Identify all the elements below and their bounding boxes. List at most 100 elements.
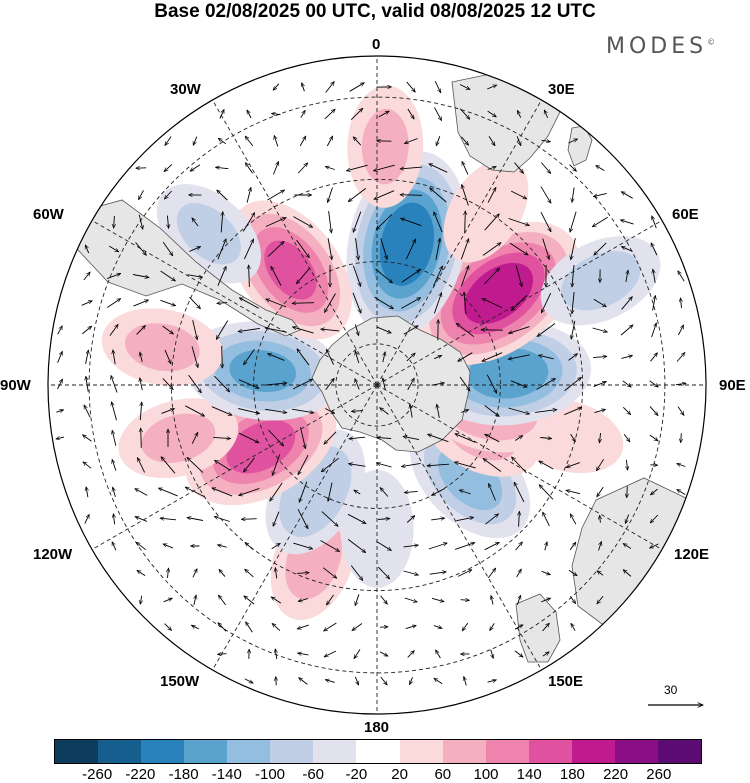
wind-vector [489, 484, 496, 501]
wind-vector [568, 569, 577, 575]
wind-vector [622, 406, 630, 414]
wind-vector [325, 378, 335, 390]
wind-vector [491, 596, 493, 605]
wind-vector [572, 187, 575, 203]
wind-vector [160, 299, 175, 305]
wind-vector [437, 404, 440, 418]
wind-vector [297, 454, 309, 475]
wind-vector [161, 409, 175, 414]
wind-vector [622, 380, 631, 387]
wind-vector [321, 511, 338, 527]
wind-vectors [56, 81, 686, 685]
wind-vector [299, 136, 307, 147]
wind-vector [649, 406, 658, 415]
wind-vector [677, 464, 686, 467]
wind-vector [401, 218, 422, 227]
wind-vector [328, 211, 332, 233]
wind-vector [83, 462, 92, 469]
legend-swatch [227, 740, 271, 763]
wind-vector [566, 490, 581, 495]
wind-vector [113, 350, 116, 365]
wind-vector [488, 135, 495, 146]
wind-vector [218, 623, 227, 632]
label-lon-120w: 120W [33, 546, 73, 563]
graticule [48, 56, 706, 714]
wind-vector [217, 239, 226, 260]
map-boundary [47, 55, 707, 715]
wind-vector [621, 246, 633, 252]
wind-vector [540, 438, 551, 439]
wind-vector [677, 325, 685, 336]
anomaly-contour [443, 158, 529, 263]
wind-vector [598, 542, 602, 551]
wind-vector [621, 297, 633, 310]
wind-vector [509, 242, 528, 255]
wind-vector [325, 82, 335, 93]
wind-vector [245, 136, 254, 147]
wind-vector [194, 595, 196, 606]
wind-vector [265, 383, 287, 386]
wind-vector [459, 108, 470, 120]
wind-vector [349, 83, 365, 92]
meridian-line [212, 384, 378, 671]
wind-vector [380, 488, 389, 497]
wind-vector [681, 298, 682, 309]
wind-vector [406, 353, 415, 362]
wind-vector [537, 323, 556, 337]
wind-vector [352, 623, 363, 631]
wind-vector [222, 345, 223, 368]
wind-vector [434, 107, 442, 120]
wind-vector [245, 542, 254, 550]
wind-vector [484, 268, 499, 285]
wind-vector [508, 354, 530, 359]
wind-vector [433, 266, 443, 287]
wind-vector [214, 460, 230, 471]
wind-vector [454, 462, 476, 469]
legend-tick-label: 100 [473, 766, 499, 783]
wind-vector [56, 437, 65, 439]
wind-vector [487, 680, 497, 682]
wind-vector [462, 622, 469, 631]
wind-vector [187, 274, 203, 278]
wind-vector [545, 542, 547, 551]
wind-vector [540, 292, 552, 313]
wind-vector [570, 433, 576, 442]
wind-vector [272, 113, 281, 114]
wind-vector [514, 436, 523, 441]
wind-vector [596, 166, 605, 171]
wind-vector [377, 566, 389, 579]
wind-vector [377, 438, 392, 439]
wind-vector [268, 354, 285, 361]
wind-vector [272, 454, 281, 476]
wind-vector [593, 381, 607, 388]
wind-vector [164, 623, 172, 631]
wind-vector [268, 429, 283, 446]
wind-vector [462, 185, 469, 206]
wind-vector [86, 376, 89, 392]
wind-vector [292, 327, 314, 334]
wind-vector [511, 294, 528, 310]
wind-vector [293, 216, 312, 228]
wind-vector [650, 353, 658, 362]
wind-vector [482, 352, 503, 362]
wind-vector [238, 327, 260, 331]
wind-vector [112, 430, 117, 446]
wind-vector [57, 351, 63, 363]
legend-tick-label: 20 [391, 766, 408, 783]
wind-vector [515, 542, 523, 551]
wind-vector [651, 488, 658, 495]
anomaly-contour [361, 108, 409, 185]
wind-vector [213, 375, 229, 392]
wind-vector [407, 651, 415, 658]
wind-vector [569, 542, 576, 551]
modes-brand-logo: MODES© [606, 34, 715, 59]
wind-vector [516, 569, 522, 578]
wind-vector [464, 292, 467, 315]
wind-vector [483, 459, 502, 472]
wind-vector [163, 597, 173, 603]
wind-vector [162, 325, 174, 334]
wind-vector [57, 379, 63, 390]
wind-vector [434, 81, 442, 93]
wind-vector [512, 457, 527, 474]
wind-vector [212, 488, 233, 497]
